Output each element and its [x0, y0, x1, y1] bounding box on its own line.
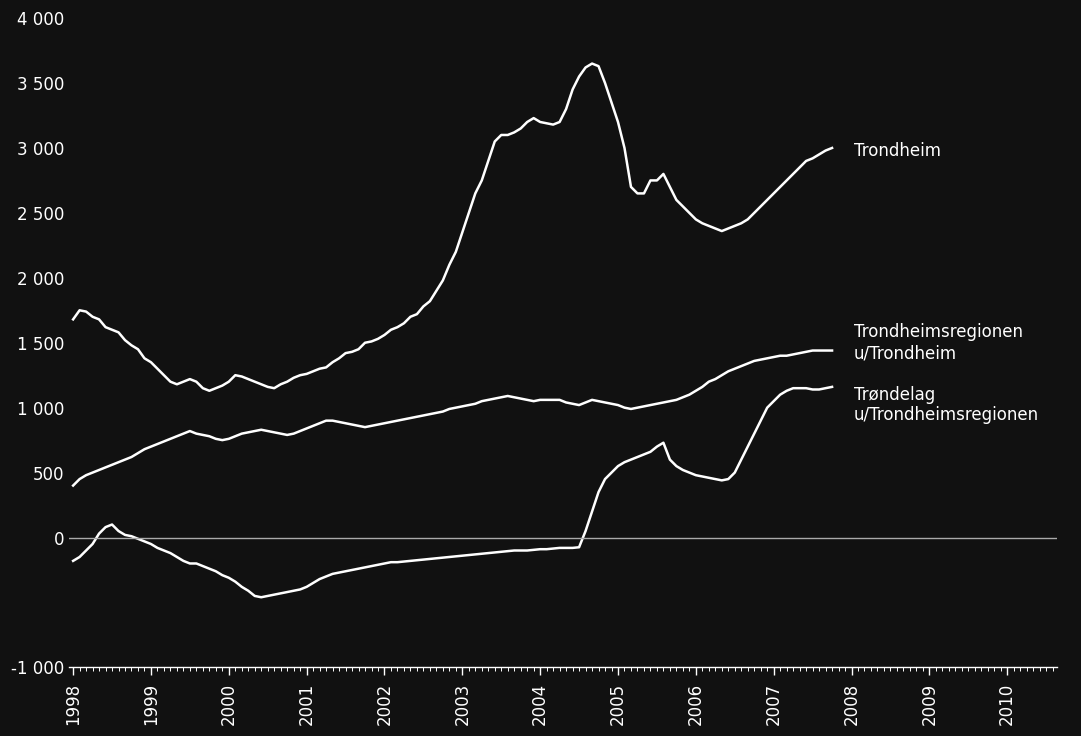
- Text: Trøndelag
u/Trondheimsregionen: Trøndelag u/Trondheimsregionen: [854, 386, 1039, 425]
- Text: Trondheimsregionen
u/Trondheim: Trondheimsregionen u/Trondheim: [854, 323, 1023, 362]
- Text: Trondheim: Trondheim: [854, 141, 942, 160]
